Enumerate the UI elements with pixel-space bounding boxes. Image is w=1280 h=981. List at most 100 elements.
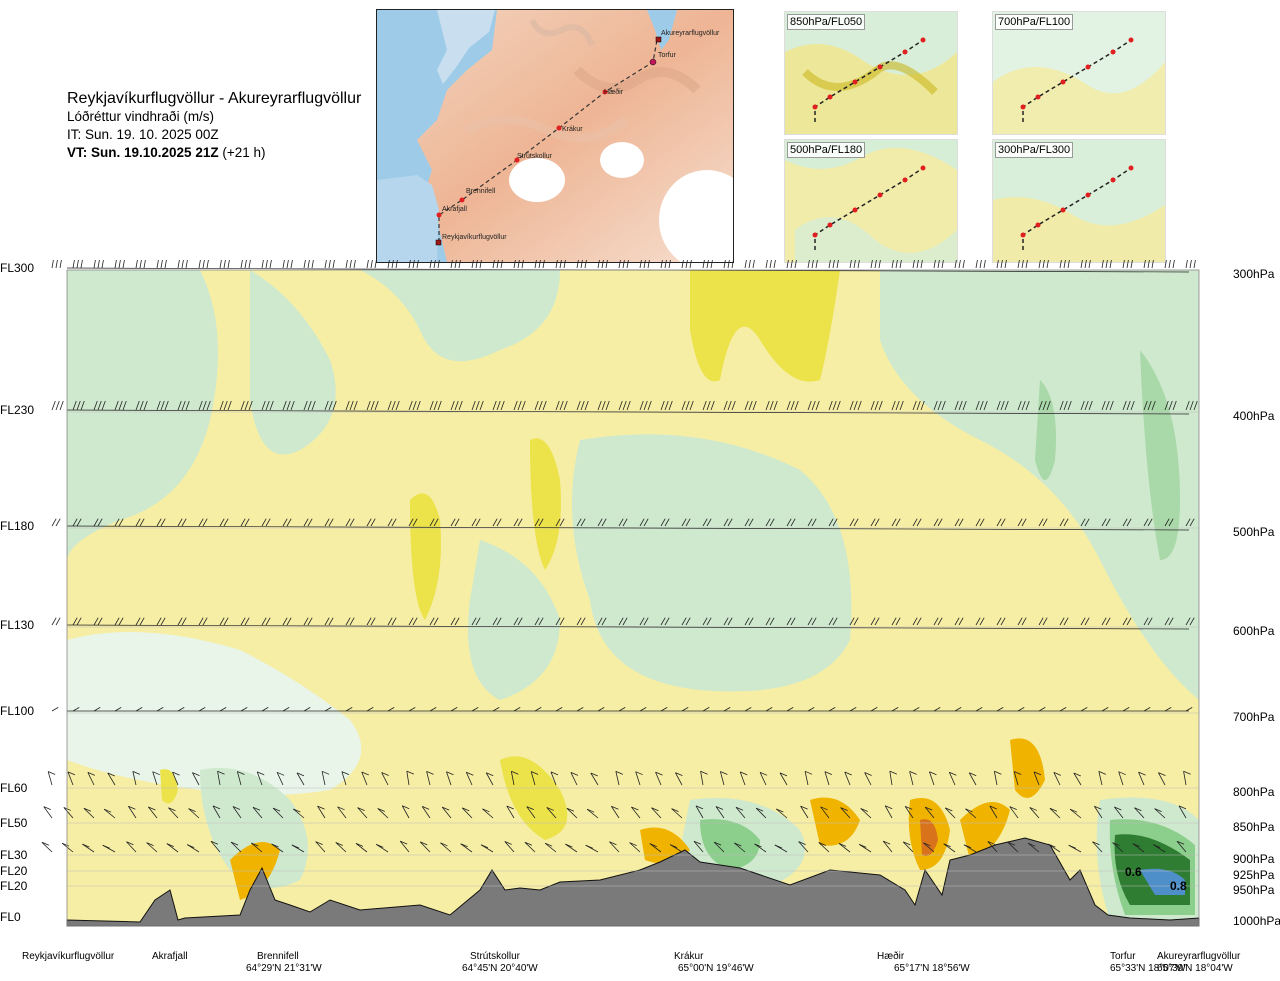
wind-barb [849, 518, 859, 527]
wind-barb [219, 260, 230, 269]
location-name-5: Hæðir [877, 951, 905, 962]
wind-barb [1143, 617, 1153, 626]
wind-barb [366, 707, 374, 712]
wind-barb [261, 707, 269, 712]
value-label-2: 0.8 [1170, 879, 1187, 893]
wind-barb [471, 617, 481, 626]
wind-barb [240, 617, 250, 626]
wind-barb [156, 260, 167, 269]
wind-barb [135, 617, 145, 626]
wind-barb [506, 805, 515, 819]
wind-barb [615, 770, 624, 786]
wind-barb [524, 841, 536, 853]
wind-barb [168, 807, 179, 819]
wind-barb [765, 518, 775, 527]
wind-barb [1114, 806, 1124, 819]
wind-barb [693, 840, 704, 853]
wind-barb [629, 842, 641, 853]
location-name-2: Brennifell [257, 951, 299, 962]
wind-barb [765, 707, 773, 712]
wind-barb [954, 260, 965, 269]
mini-map-300-label: 300hPa/FL300 [995, 142, 1074, 158]
valid-time: VT: Sun. 19.10.2025 21Z (+21 h) [67, 144, 361, 162]
wind-barb [172, 771, 180, 786]
wind-barb [713, 841, 725, 853]
wind-barb [188, 808, 200, 819]
wind-barb [381, 772, 389, 786]
wind-barb [996, 260, 1007, 269]
wind-barb [335, 842, 347, 853]
wind-barb [504, 841, 515, 853]
cross-section-chart: FL300 FL230 FL180 FL130 FL100 FL60 FL50 FL30 FL2… [0, 260, 1280, 928]
wind-barb [261, 400, 274, 411]
location-name-7: Akureyrarflugvöllur [1157, 951, 1241, 962]
wind-barb [891, 617, 901, 626]
wind-barb [1053, 772, 1062, 786]
wind-barb [849, 617, 859, 626]
wind-barb [870, 707, 878, 712]
wind-barb [256, 771, 265, 786]
wind-barb [135, 260, 146, 269]
wind-barb [660, 260, 671, 269]
wind-barb [965, 808, 977, 819]
wind-barb [276, 771, 285, 786]
wind-barb [1164, 400, 1177, 411]
wind-barb [1143, 707, 1151, 712]
wind-barb [786, 707, 794, 712]
wind-barb [198, 400, 211, 411]
wind-barb [870, 400, 883, 411]
wind-barb [303, 400, 316, 411]
wind-barb [585, 844, 599, 853]
wind-barb [818, 842, 830, 853]
wind-barb [450, 707, 458, 712]
wind-barb [597, 260, 608, 269]
wind-barb [132, 770, 141, 786]
wind-barb [744, 707, 752, 712]
wind-barb [828, 260, 839, 269]
wind-barb [429, 617, 439, 626]
wind-barb [1094, 805, 1103, 819]
wind-barb [820, 806, 830, 819]
wind-barb [660, 617, 670, 626]
wind-barb [192, 772, 200, 786]
wind-barb [345, 617, 355, 626]
wind-barb [702, 707, 710, 712]
wind-barb [1038, 400, 1051, 411]
map-label-strutskollur: Strútskollur [517, 153, 553, 160]
wind-barb [1069, 808, 1082, 819]
wind-barb [114, 707, 122, 712]
hpa-label-300: 300hPa [1233, 267, 1275, 281]
mini-map-850-svg [785, 12, 957, 134]
fl-label-6: FL50 [0, 816, 28, 830]
map-label-akrafjall: Akrafjall [442, 206, 467, 213]
mini-map-300-svg [993, 140, 1165, 262]
wind-barb [828, 518, 838, 527]
wind-barb [465, 771, 474, 786]
pressure-axis: 300hPa 400hPa 500hPa 600hPa 700hPa 800hPa 850h… [1233, 267, 1280, 928]
wind-barb [43, 806, 53, 819]
wind-barb [807, 518, 817, 527]
wind-barb [406, 770, 414, 786]
wind-barb [261, 518, 271, 527]
wind-barb [303, 707, 311, 712]
wind-barb [1101, 707, 1109, 712]
chart-title: Reykjavíkurflugvöllur - Akureyrarflugvöl… [67, 90, 362, 107]
wind-barb [1101, 400, 1114, 411]
wind-barb [1013, 771, 1022, 786]
terrain-profile [66, 837, 1200, 927]
fl-label-3: FL130 [0, 618, 34, 632]
wind-barb [387, 707, 395, 712]
wind-barb [1033, 771, 1042, 786]
wind-barb [804, 770, 813, 786]
wind-barb [779, 772, 788, 786]
hpa-label-850: 850hPa [1233, 820, 1275, 834]
wind-barb [1080, 518, 1090, 527]
wind-barb [1080, 617, 1090, 626]
mini-map-700-label: 700hPa/FL100 [995, 14, 1074, 30]
wind-barb [337, 806, 347, 819]
wind-barb [1027, 842, 1040, 853]
wind-barb [882, 840, 893, 853]
wind-barb [546, 807, 557, 819]
wind-barb [1164, 617, 1174, 626]
wind-barb [51, 260, 62, 269]
